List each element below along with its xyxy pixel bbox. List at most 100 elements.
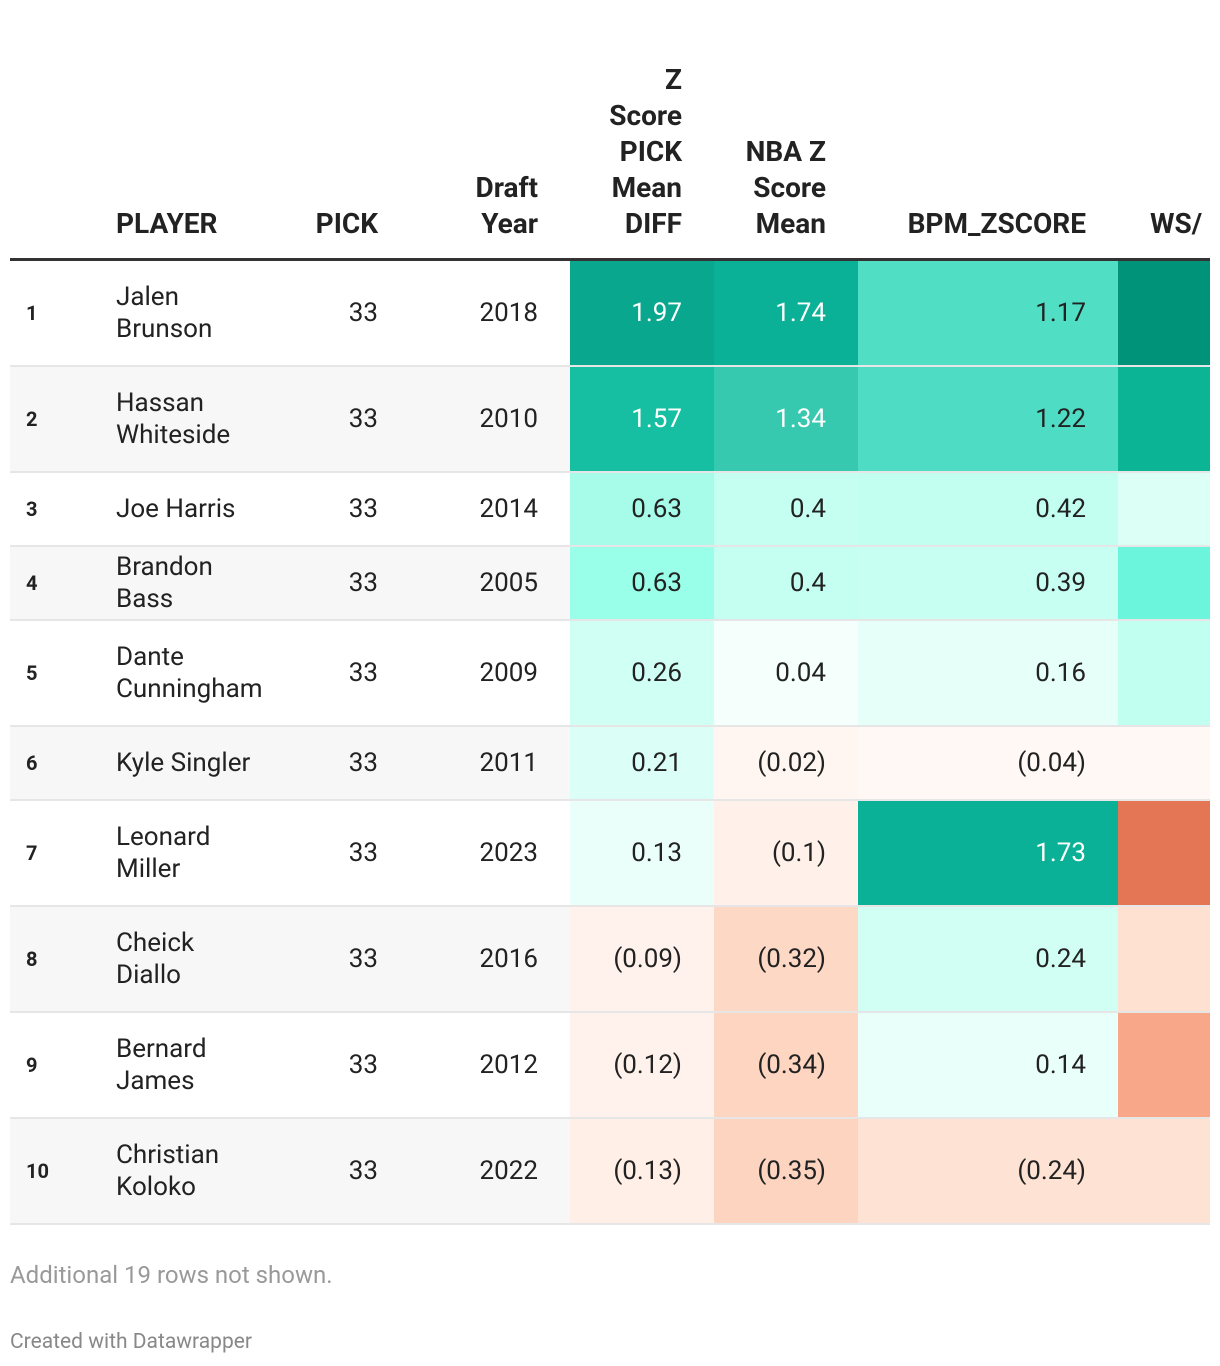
cell-text: 0.4 (789, 494, 826, 524)
cell-text: 2022 (479, 1156, 538, 1186)
cell-text: 2012 (479, 1050, 538, 1080)
table-cell: 9 (10, 1012, 110, 1119)
cell-text: (0.02) (757, 748, 826, 778)
table-cell: (0.12) (570, 1012, 714, 1119)
cell-text: 1.17 (1035, 298, 1086, 328)
header-text: Draft Year (475, 171, 538, 240)
table-cell: (0.32) (714, 906, 858, 1013)
table-cell: 2014 (410, 472, 570, 547)
cell-text: 33 (348, 1050, 378, 1080)
cell-text: (0.04) (1017, 748, 1086, 778)
cell-text: (0.34) (757, 1050, 826, 1080)
cell-text: (0.24) (1017, 1156, 1086, 1186)
table-row: 2 Hassan Whiteside 33 2010 1.57 1.34 1.22 (10, 366, 1210, 473)
table-cell (1118, 366, 1210, 473)
header-text: NBA Z Score Mean (745, 135, 826, 240)
cell-text: 0.63 (631, 568, 682, 598)
cell-text: 10 (26, 1159, 49, 1183)
cell-text: 2011 (479, 748, 538, 778)
table-cell: 10 (10, 1118, 110, 1225)
table-row: 5 Dante Cunningham 33 2009 0.26 0.04 0.16 (10, 620, 1210, 727)
footer: Created with Datawrapper (10, 1330, 252, 1354)
table-cell: 33 (290, 906, 410, 1013)
table-cell: 33 (290, 366, 410, 473)
cell-text: 33 (348, 944, 378, 974)
table-cell (1118, 800, 1210, 907)
header-cell: Z Score PICK Mean DIFF (570, 0, 714, 261)
table-cell: 3 (10, 472, 110, 547)
table-cell (1118, 1012, 1210, 1119)
header-text: Z Score PICK Mean DIFF (609, 63, 682, 240)
cell-text: (0.13) (613, 1156, 682, 1186)
table-row: 3 Joe Harris 33 2014 0.63 0.4 0.42 (10, 472, 1210, 547)
cell-text: 6 (26, 751, 38, 775)
table-cell: 2009 (410, 620, 570, 727)
table-cell: 0.14 (858, 1012, 1118, 1119)
cell-text: 0.42 (1035, 494, 1086, 524)
cell-text: 9 (26, 1053, 38, 1077)
table-cell: 2018 (410, 259, 570, 367)
table-cell: Dante Cunningham (110, 620, 290, 727)
cell-text: 2016 (479, 944, 538, 974)
table-row: 1 Jalen Brunson 33 2018 1.97 1.74 1.17 (10, 259, 1210, 367)
cell-text: 1.73 (1035, 838, 1086, 868)
table-cell: (0.04) (858, 726, 1118, 801)
table-cell: 2011 (410, 726, 570, 801)
table-cell: 2016 (410, 906, 570, 1013)
table-cell: 33 (290, 546, 410, 621)
table-cell: (0.02) (714, 726, 858, 801)
cell-text: Kyle Singler (116, 748, 251, 778)
cell-text: 33 (348, 1156, 378, 1186)
header-cell (10, 0, 110, 261)
header-text: PLAYER (116, 207, 218, 240)
cell-text: 1 (26, 301, 38, 325)
header-cell: WS/ (1118, 0, 1210, 261)
table-cell: 1 (10, 259, 110, 367)
table-cell: 2005 (410, 546, 570, 621)
header-cell: BPM_ZSCORE (858, 0, 1118, 261)
cell-text: Brandon Bass (116, 552, 213, 614)
table-cell: 7 (10, 800, 110, 907)
table-row: 7 Leonard Miller 33 2023 0.13 (0.1) 1.73 (10, 800, 1210, 907)
table-cell: Leonard Miller (110, 800, 290, 907)
cell-text: 1.57 (631, 404, 682, 434)
table-cell: 0.4 (714, 472, 858, 547)
cell-text: 2018 (479, 298, 538, 328)
cell-text: 0.16 (1035, 658, 1086, 688)
table-cell: Brandon Bass (110, 546, 290, 621)
header-text: PICK (315, 207, 378, 240)
table-cell: 1.22 (858, 366, 1118, 473)
table-cell: 0.63 (570, 472, 714, 547)
cell-text: (0.35) (757, 1156, 826, 1186)
cell-text: Jalen Brunson (116, 282, 213, 344)
table-cell (1118, 546, 1210, 621)
table-cell: 0.4 (714, 546, 858, 621)
table-cell (1118, 620, 1210, 727)
cell-text: Cheick Diallo (116, 928, 195, 990)
table-cell: 1.73 (858, 800, 1118, 907)
table-cell: 33 (290, 472, 410, 547)
cell-text: Leonard Miller (116, 822, 211, 884)
cell-text: 3 (26, 497, 38, 521)
cell-text: 0.13 (631, 838, 682, 868)
table-cell: (0.35) (714, 1118, 858, 1225)
cell-text: 8 (26, 947, 38, 971)
table-cell: 6 (10, 726, 110, 801)
cell-text: 33 (348, 404, 378, 434)
cell-text: (0.32) (757, 944, 826, 974)
cell-text: 1.34 (775, 404, 826, 434)
table-cell (1118, 1118, 1210, 1225)
table-cell: (0.1) (714, 800, 858, 907)
table-cell: 33 (290, 1118, 410, 1225)
header-row: PLAYER PICK Draft Year Z Score PICK Mean DI… (10, 0, 1210, 261)
table-cell (1118, 259, 1210, 367)
cell-text: Hassan Whiteside (116, 388, 231, 450)
cell-text: 0.63 (631, 494, 682, 524)
table-cell: 2 (10, 366, 110, 473)
table-cell: (0.34) (714, 1012, 858, 1119)
table-cell: 0.16 (858, 620, 1118, 727)
cell-text: 0.26 (631, 658, 682, 688)
table-body: 1 Jalen Brunson 33 2018 1.97 1.74 1.17 2 Hassan … (10, 259, 1210, 1225)
table-cell: 8 (10, 906, 110, 1013)
